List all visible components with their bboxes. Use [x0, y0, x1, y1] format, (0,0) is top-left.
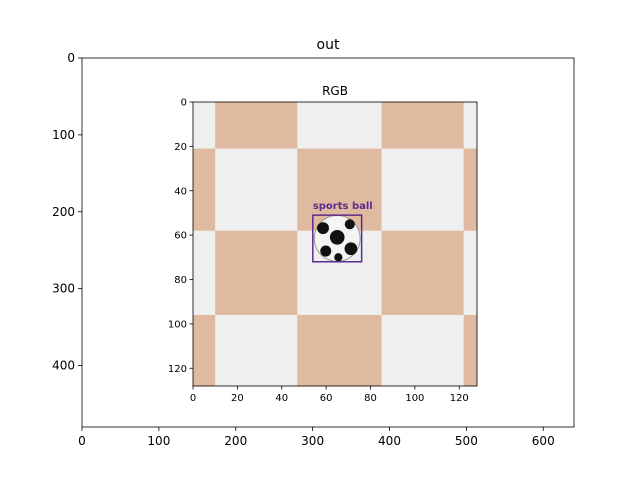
sports-ball-image	[313, 215, 361, 262]
inner-x-ticks: 0 20 40 60 80 100 120	[190, 386, 469, 404]
checker-cell	[381, 315, 464, 387]
ball-spot	[344, 219, 355, 230]
outer-x-tick-label: 400	[378, 434, 401, 448]
inner-y-tick-label: 120	[168, 364, 187, 375]
ball-spots	[317, 219, 358, 262]
detection-box	[312, 214, 363, 263]
inner-y-ticks: 0 20 40 60 80 100 120	[168, 98, 193, 375]
outer-x-ticks: 0 100 200 300 400 500 600	[78, 427, 555, 448]
checker-cell	[193, 315, 216, 387]
checker-cell	[463, 102, 478, 149]
outer-x-tick-label: 100	[147, 434, 170, 448]
outer-y-tick-label: 100	[52, 128, 75, 142]
checker-cell	[381, 102, 464, 149]
ball-spot	[344, 242, 358, 256]
ball-spot	[320, 245, 332, 257]
outer-title: out	[317, 37, 340, 53]
outer-y-tick-label: 0	[67, 51, 75, 65]
checker-cell	[193, 230, 216, 316]
checker-cell	[463, 315, 478, 387]
inner-x-tick-label: 120	[450, 393, 469, 404]
checker-cell	[193, 102, 216, 149]
ball-spot	[317, 222, 329, 235]
checker-cell	[215, 148, 298, 231]
outer-y-tick-label: 200	[52, 205, 75, 219]
detection-label: sports ball	[313, 201, 373, 212]
checker-cell	[381, 230, 464, 316]
inner-title: RGB	[322, 84, 348, 98]
outer-x-tick-label: 600	[532, 434, 555, 448]
outer-x-tick-label: 200	[224, 434, 247, 448]
inner-y-tick-label: 80	[174, 275, 187, 286]
outer-x-tick-label: 0	[78, 434, 86, 448]
inner-y-tick-label: 100	[168, 319, 187, 330]
checker-cell	[381, 148, 464, 231]
inner-image-panel: RGB sports ball 0 20 40 60 80 100 120 0 20 40 60 8…	[168, 84, 478, 404]
outer-x-tick-label: 500	[455, 434, 478, 448]
inner-y-tick-label: 60	[174, 231, 187, 242]
checker-cell	[193, 148, 216, 231]
inner-x-tick-label: 0	[190, 393, 196, 404]
checker-cell	[215, 102, 298, 149]
ball-spot	[329, 229, 345, 245]
checker-cell	[297, 315, 382, 387]
inner-x-tick-label: 100	[405, 393, 424, 404]
ball-spot	[334, 253, 343, 262]
checker-cell	[297, 102, 382, 149]
checkerboard-image	[193, 102, 478, 387]
inner-x-tick-label: 40	[275, 393, 288, 404]
outer-y-ticks: 0 100 200 300 400	[52, 51, 82, 373]
outer-y-tick-label: 400	[52, 359, 75, 373]
inner-y-tick-label: 0	[181, 98, 187, 109]
inner-x-tick-label: 60	[320, 393, 333, 404]
inner-y-tick-label: 20	[174, 142, 187, 153]
outer-y-tick-label: 300	[52, 282, 75, 296]
checker-cell	[215, 315, 298, 387]
checker-cell	[215, 230, 298, 316]
outer-x-tick-label: 300	[301, 434, 324, 448]
inner-y-tick-label: 40	[174, 186, 187, 197]
checker-cell	[463, 148, 478, 231]
inner-x-tick-label: 80	[364, 393, 377, 404]
checker-cell	[463, 230, 478, 316]
inner-plot-frame	[192, 101, 478, 387]
inner-x-tick-label: 20	[231, 393, 244, 404]
